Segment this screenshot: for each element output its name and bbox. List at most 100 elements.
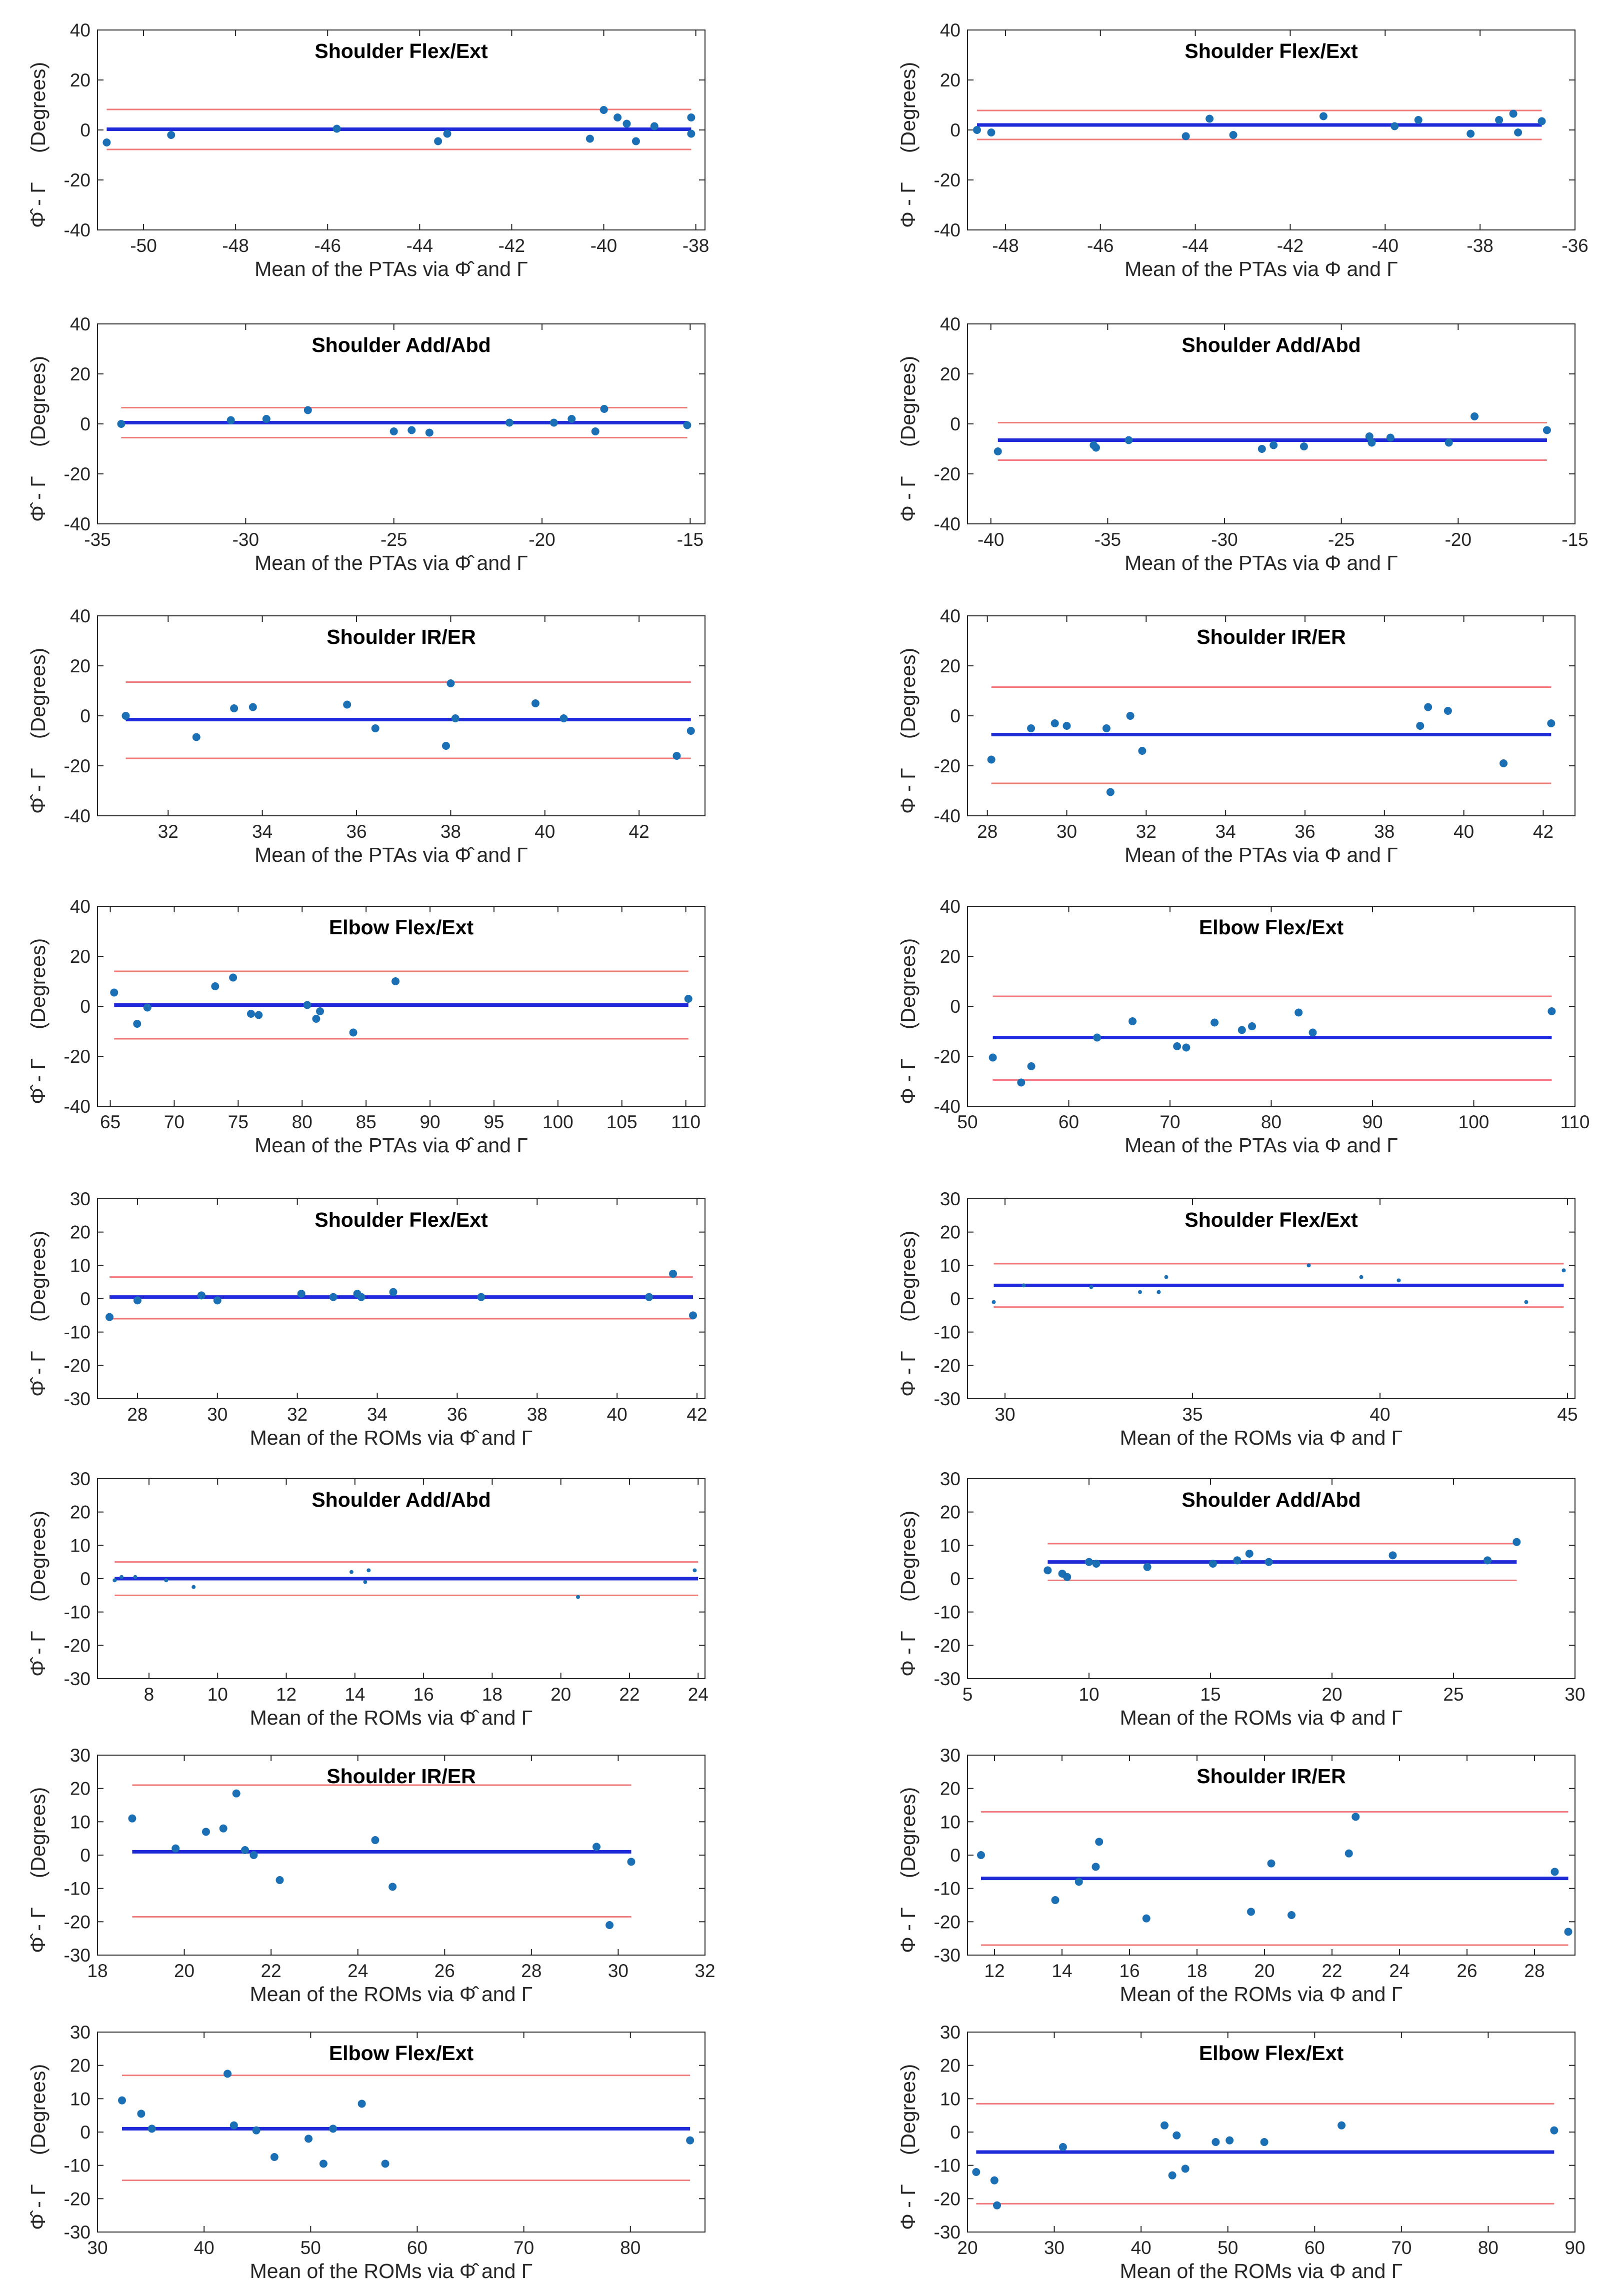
y-tick-label: 10 bbox=[940, 1812, 960, 1832]
y-tick-label: 10 bbox=[940, 2089, 960, 2109]
y-tick-label: -20 bbox=[64, 170, 90, 190]
y-axis-symbol: Φ̂ - Γ bbox=[26, 768, 50, 814]
y-tick-label: -30 bbox=[64, 1389, 90, 1409]
x-tick-label: -35 bbox=[1094, 529, 1121, 550]
y-axis-label: (Degrees) bbox=[896, 938, 920, 1029]
data-point bbox=[686, 2136, 694, 2145]
data-point bbox=[128, 1814, 136, 1823]
x-tick-label: 85 bbox=[356, 1112, 376, 1132]
x-axis-label-text: Mean of the ROMs via bbox=[250, 1426, 460, 1449]
y-tick-label: 30 bbox=[940, 1745, 960, 1766]
y-tick-label: 20 bbox=[70, 364, 90, 384]
data-point bbox=[246, 1010, 255, 1018]
x-tick-label: 95 bbox=[484, 1112, 504, 1132]
data-point bbox=[1102, 724, 1110, 732]
x-axis-symbol: Φ and Γ bbox=[1324, 257, 1398, 280]
data-point bbox=[133, 1020, 142, 1028]
x-tick-label: 34 bbox=[367, 1404, 388, 1425]
data-point bbox=[600, 405, 608, 413]
x-axis-label: Mean of the ROMs via Φ̂ and Γ bbox=[250, 2260, 533, 2283]
y-tick-label: -20 bbox=[934, 1355, 960, 1376]
x-axis-label-text: Mean of the PTAs via bbox=[254, 551, 454, 574]
chart-title: Shoulder Flex/Ext bbox=[314, 39, 488, 62]
data-point bbox=[164, 1578, 168, 1583]
y-tick-label: 30 bbox=[940, 1189, 960, 1209]
data-point bbox=[987, 755, 996, 764]
y-tick-label: 20 bbox=[940, 1502, 960, 1523]
y-tick-label: 20 bbox=[940, 364, 960, 384]
data-point bbox=[358, 2100, 366, 2108]
data-point bbox=[1548, 1007, 1556, 1015]
x-tick-label: 32 bbox=[158, 821, 178, 842]
data-point bbox=[977, 1851, 985, 1859]
y-axis-symbol: Φ̂ - Γ bbox=[26, 1351, 50, 1397]
data-point bbox=[312, 1015, 320, 1023]
y-tick-label: 20 bbox=[940, 1222, 960, 1243]
data-point bbox=[632, 137, 640, 145]
data-point bbox=[1233, 1556, 1242, 1565]
x-tick-label: 22 bbox=[1322, 1961, 1342, 1981]
x-axis-label-text: Mean of the PTAs via bbox=[1124, 1134, 1324, 1157]
data-point bbox=[248, 703, 257, 711]
data-point bbox=[645, 1293, 654, 1301]
x-axis-symbol: Φ and Γ bbox=[1330, 2260, 1402, 2283]
y-tick-label: -20 bbox=[934, 756, 960, 776]
y-tick-label: -20 bbox=[934, 464, 960, 484]
data-point bbox=[122, 712, 130, 720]
data-point bbox=[137, 2110, 146, 2118]
x-tick-label: 40 bbox=[607, 1404, 628, 1425]
data-point bbox=[270, 2153, 278, 2161]
y-axis-symbol: Φ̂ - Γ bbox=[26, 1907, 50, 1953]
y-tick-label: -40 bbox=[64, 806, 90, 826]
data-point bbox=[1022, 1283, 1026, 1288]
y-axis-symbol: Φ̂ - Γ bbox=[26, 476, 50, 522]
data-point bbox=[232, 1789, 240, 1798]
y-tick-label: 40 bbox=[940, 314, 960, 334]
data-point bbox=[304, 406, 312, 414]
x-axis-symbol: Φ and Γ bbox=[1324, 551, 1398, 574]
y-axis-label: (Degrees) bbox=[26, 938, 50, 1029]
x-tick-label: 50 bbox=[1218, 2238, 1238, 2258]
y-tick-label: 10 bbox=[940, 1255, 960, 1276]
x-tick-label: 42 bbox=[686, 1404, 707, 1425]
data-point bbox=[172, 1844, 180, 1853]
y-tick-label: -20 bbox=[64, 1046, 90, 1067]
chart-panel: 8 10 12 14 16 18 20 22 24 -30 -20 -10 0 10 20 30 Shoulde… bbox=[26, 1469, 708, 1729]
data-point bbox=[560, 714, 568, 722]
y-axis-label: (Degrees) bbox=[26, 2064, 50, 2155]
x-tick-label: 28 bbox=[127, 1404, 148, 1425]
data-point bbox=[1095, 1838, 1104, 1846]
y-axis-label: (Degrees) bbox=[896, 1231, 920, 1322]
x-tick-label: 30 bbox=[1564, 1684, 1585, 1705]
y-tick-label: -30 bbox=[64, 2222, 90, 2243]
x-tick-label: 12 bbox=[276, 1684, 296, 1705]
x-tick-label: 75 bbox=[228, 1112, 248, 1132]
data-point bbox=[1138, 747, 1146, 755]
data-point bbox=[1306, 1263, 1311, 1268]
plot-area bbox=[967, 1755, 1576, 1956]
x-tick-label: 110 bbox=[1560, 1112, 1590, 1132]
x-axis-label: Mean of the PTAs via Φ and Γ bbox=[1124, 551, 1398, 574]
data-point bbox=[477, 1293, 486, 1301]
data-point bbox=[1238, 1026, 1246, 1034]
x-tick-label: -42 bbox=[498, 235, 525, 256]
x-tick-label: 36 bbox=[346, 821, 366, 842]
x-tick-label: 18 bbox=[87, 1961, 108, 1981]
y-axis-label: (Degrees) bbox=[26, 1231, 50, 1322]
x-tick-label: 70 bbox=[164, 1112, 184, 1132]
data-point bbox=[1495, 116, 1504, 124]
data-point bbox=[1226, 2136, 1234, 2145]
data-point bbox=[425, 428, 434, 437]
data-point bbox=[357, 1293, 366, 1301]
data-point bbox=[120, 1575, 124, 1579]
x-tick-label: 70 bbox=[514, 2238, 534, 2258]
x-tick-label: 25 bbox=[1443, 1684, 1464, 1705]
x-tick-label: 60 bbox=[407, 2238, 428, 2258]
data-point bbox=[112, 1578, 117, 1583]
chart-title: Elbow Flex/Ext bbox=[1199, 916, 1344, 939]
y-tick-label: -10 bbox=[934, 2156, 960, 2176]
x-tick-label: 36 bbox=[1294, 821, 1315, 842]
y-tick-label: -20 bbox=[64, 464, 90, 484]
chart-panel: 32 34 36 38 40 42 -40 -20 0 20 40 Shoulder IR/ER Mea… bbox=[26, 606, 706, 866]
data-point bbox=[102, 138, 111, 146]
